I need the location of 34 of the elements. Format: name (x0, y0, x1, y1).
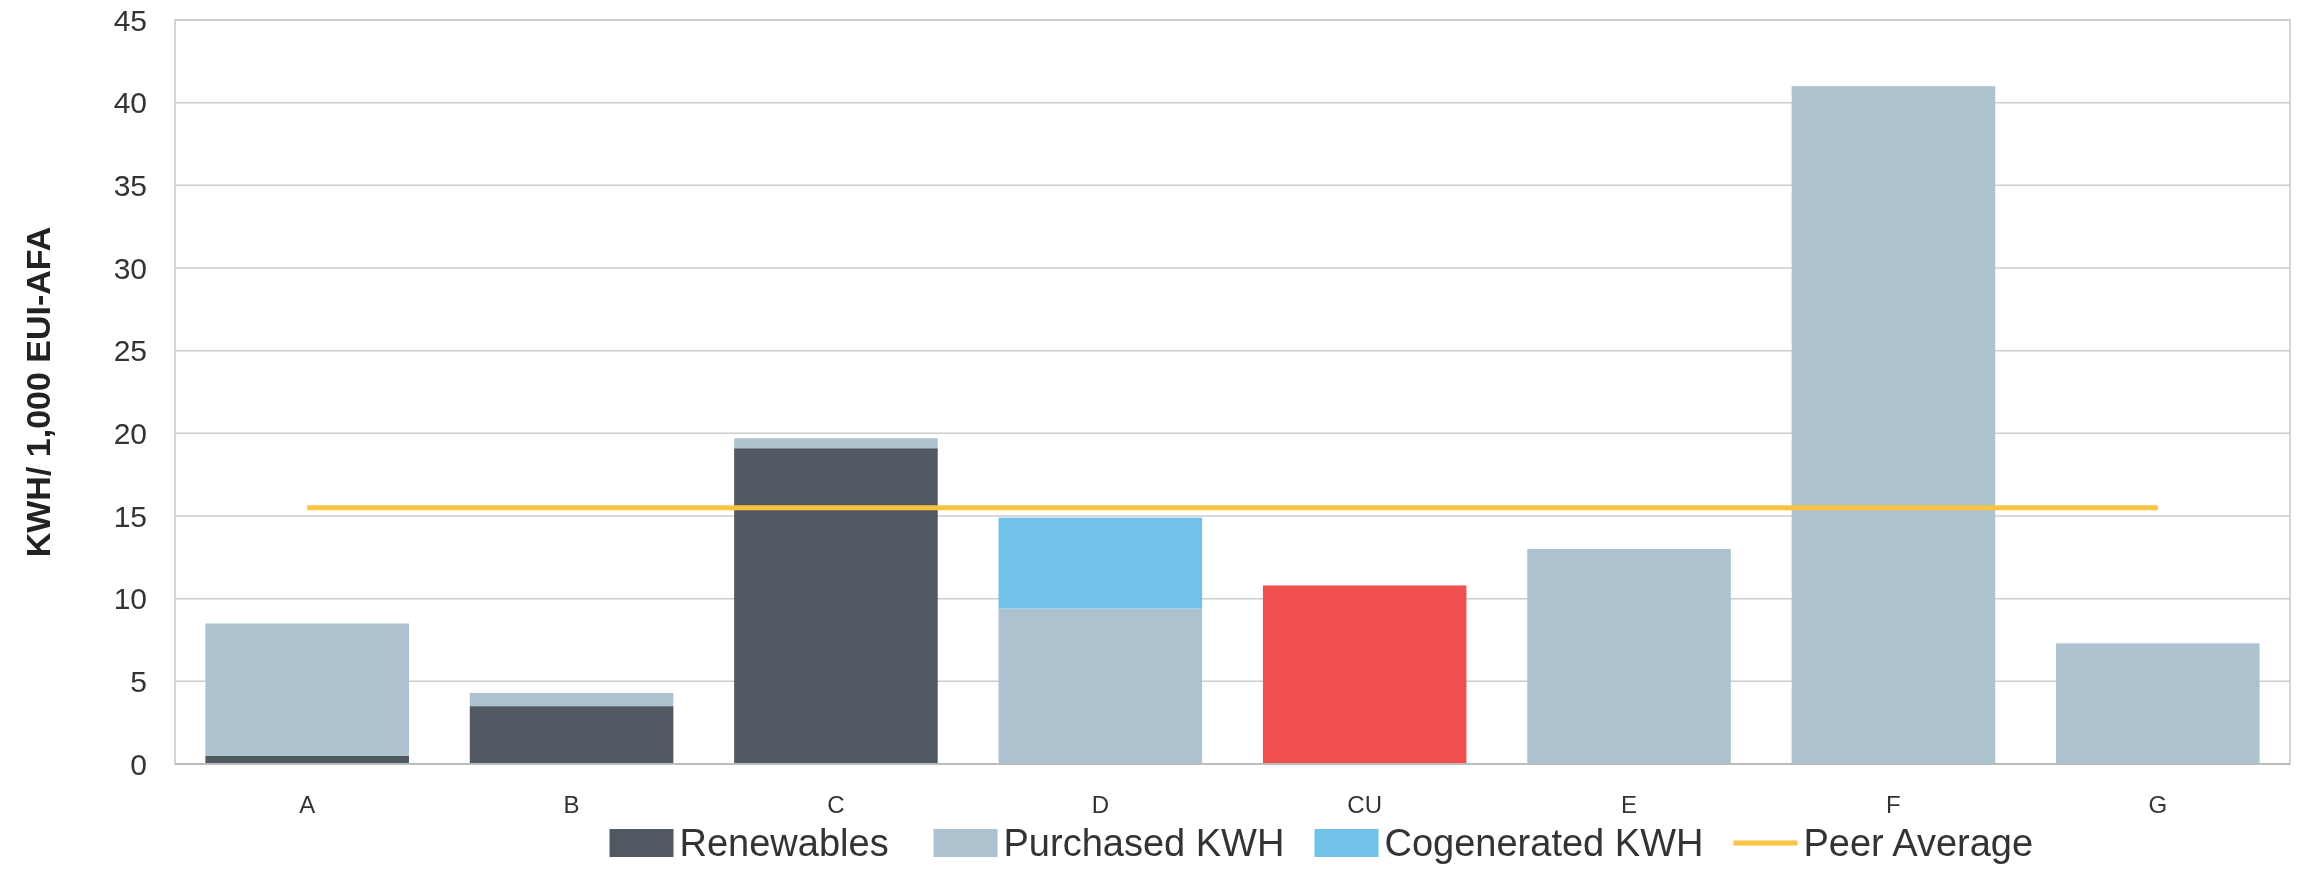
x-tick-label: E (1621, 790, 1638, 818)
legend-label: Renewables (679, 822, 889, 864)
y-tick-label: 15 (113, 499, 147, 533)
y-tick-label: 40 (113, 86, 147, 120)
x-tick-label: D (1091, 790, 1109, 818)
y-tick-label: 10 (113, 582, 147, 616)
y-tick-label: 0 (130, 747, 147, 781)
legend-label: Peer Average (1803, 822, 2034, 864)
y-tick-label: 30 (113, 251, 147, 285)
x-tick-label: A (299, 790, 316, 818)
bar (734, 438, 938, 449)
bar (734, 448, 938, 764)
bar (1262, 585, 1467, 764)
bar (998, 608, 1203, 764)
y-tick-label: 45 (113, 3, 147, 37)
bar (469, 706, 674, 764)
y-tick-label: 35 (113, 168, 147, 202)
bar (998, 517, 1203, 609)
x-tick-label: CU (1347, 790, 1383, 818)
y-axis-title: KWH/ 1,000 EUI-AFA (19, 226, 57, 558)
bar (1527, 549, 1731, 764)
x-tick-label: C (827, 790, 845, 818)
x-tick-label: F (1886, 790, 1901, 818)
bar (1791, 86, 1996, 764)
bar (469, 692, 674, 707)
y-tick-label: 20 (113, 416, 147, 450)
bar (2056, 643, 2260, 764)
legend-label: Cogenerated KWH (1384, 822, 1704, 864)
bar (205, 623, 409, 756)
legend-label: Purchased KWH (1003, 822, 1285, 864)
x-tick-label: B (563, 790, 580, 818)
y-tick-label: 5 (130, 664, 147, 698)
y-tick-label: 25 (113, 334, 147, 368)
x-tick-label: G (2148, 790, 2168, 818)
